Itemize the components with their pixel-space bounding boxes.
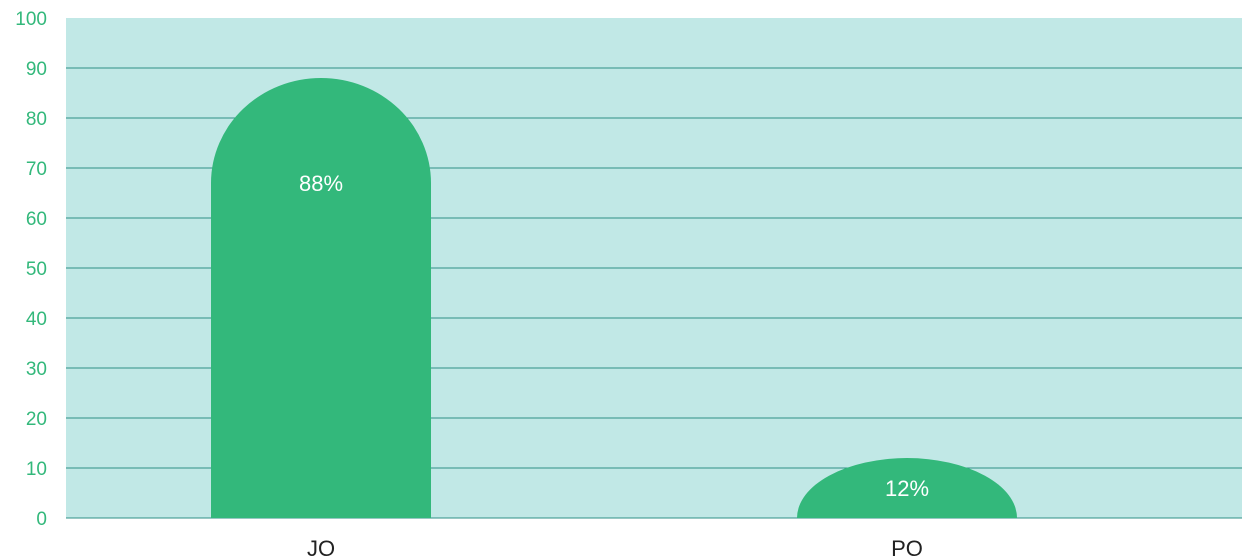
data-labels: 88% 12%: [299, 171, 929, 501]
x-tick-label: PO: [891, 536, 923, 558]
bar-jo: [211, 78, 431, 518]
data-label: 88%: [299, 171, 343, 196]
y-tick-label: 10: [26, 459, 47, 480]
y-axis-ticks: 0 10 20 30 40 50 60 70 80 90 100: [15, 9, 47, 530]
bars: [211, 78, 1017, 518]
y-tick-label: 0: [36, 509, 47, 530]
y-tick-label: 30: [26, 359, 47, 380]
y-tick-label: 20: [26, 409, 47, 430]
y-tick-label: 60: [26, 209, 47, 230]
data-label: 12%: [885, 476, 929, 501]
y-tick-label: 80: [26, 109, 47, 130]
y-tick-label: 50: [26, 259, 47, 280]
x-axis-ticks: JO PO: [307, 536, 923, 558]
y-tick-label: 70: [26, 159, 47, 180]
y-tick-label: 90: [26, 59, 47, 80]
y-tick-label: 100: [15, 9, 47, 30]
x-tick-label: JO: [307, 536, 335, 558]
bar-po: [797, 458, 1017, 518]
y-tick-label: 40: [26, 309, 47, 330]
